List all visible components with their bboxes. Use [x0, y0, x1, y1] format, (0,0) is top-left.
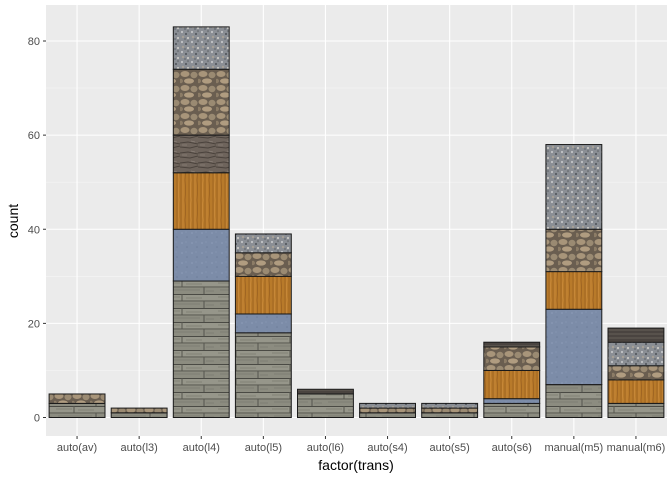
x-tick-label: auto(l5) [245, 442, 282, 454]
bar-segment-blue-metal [484, 399, 540, 404]
bar-segment-orange-wood [608, 380, 664, 404]
bar-segment-wood-planks [422, 413, 478, 418]
bar-segment-orange-wood [546, 272, 602, 310]
bar-segment-cobblestone [111, 408, 167, 413]
bar-segment-blue-metal [173, 229, 229, 281]
y-axis-title: count [5, 204, 21, 238]
y-axis: 0 20 40 60 80 [28, 36, 46, 425]
bar-segment-cobblestone [608, 366, 664, 380]
bar-segment-cobblestone [484, 347, 540, 371]
bar-segment-blue-metal [546, 309, 602, 384]
bar-segment-orange-wood [235, 276, 291, 314]
x-tick-label: auto(l4) [183, 442, 220, 454]
bar-segment-blue-metal [235, 314, 291, 333]
y-tick-label: 40 [28, 224, 40, 236]
bar-segment-wood-planks [49, 403, 105, 417]
bar-segment-dark-strip [484, 342, 540, 347]
bar-segment-wood-planks [298, 394, 354, 418]
y-tick-label: 80 [28, 36, 40, 48]
bar-segment-orange-wood [173, 173, 229, 229]
bar-segment-orange-wood [484, 370, 540, 398]
x-tick-label: auto(s4) [367, 442, 407, 454]
bar-segment-gravel [608, 342, 664, 366]
bar-segment-gravel [546, 145, 602, 230]
bar-segment-cobblestone [235, 253, 291, 277]
x-tick-label: auto(l3) [121, 442, 158, 454]
bar-segment-cobblestone [422, 408, 478, 413]
bar-segment-wood-planks [173, 281, 229, 417]
bar-segment-wood-planks [484, 403, 540, 417]
x-tick-label: auto(l6) [307, 442, 344, 454]
bar-segment-dark-rock [173, 135, 229, 173]
bar-segment-gravel [422, 403, 478, 408]
y-tick-label: 60 [28, 130, 40, 142]
y-tick-label: 20 [28, 318, 40, 330]
x-axis: auto(av) auto(l3) auto(l4) auto(l5) auto(l6)… [57, 436, 665, 454]
bar-segment-wood-planks [235, 333, 291, 418]
x-tick-label: manual(m6) [607, 442, 666, 454]
bar-segment-cobblestone [49, 394, 105, 403]
bar-segment-wood-planks [608, 403, 664, 417]
bar-segment-gravel [360, 403, 416, 408]
x-tick-label: auto(s6) [492, 442, 532, 454]
x-tick-label: auto(s5) [429, 442, 469, 454]
bar-segment-gravel [235, 234, 291, 253]
y-tick-label: 0 [34, 413, 40, 425]
x-axis-title: factor(trans) [318, 457, 393, 473]
bar-segment-cobblestone [360, 408, 416, 413]
bar-segment-wood-planks [360, 413, 416, 418]
x-tick-label: auto(av) [57, 442, 97, 454]
bar-segment-cobblestone [546, 229, 602, 271]
bar-segment-cobblestone [173, 69, 229, 135]
bar-segment-dark-strip [298, 389, 354, 394]
x-tick-label: manual(m5) [545, 442, 604, 454]
bar-segment-wood-planks [546, 385, 602, 418]
bar-segment-dark-strip [608, 328, 664, 342]
bar-segment-wood-planks [111, 413, 167, 418]
bar-segment-gravel [173, 27, 229, 69]
